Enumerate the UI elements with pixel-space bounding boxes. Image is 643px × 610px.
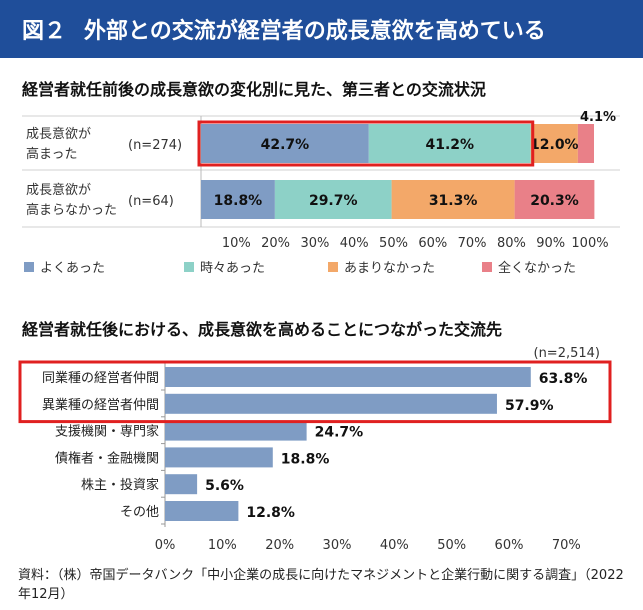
chart1-bar-segment bbox=[368, 124, 531, 163]
chart2-data-label: 5.6% bbox=[205, 478, 244, 494]
figure-banner: 図２ 外部との交流が経営者の成長意欲を高めている bbox=[0, 0, 643, 58]
source-note: 資料：（株）帝国データバンク「中小企業の成長に向けたマネジメントと企業行動に関す… bbox=[18, 568, 624, 602]
chart1-data-label: 12.0% bbox=[530, 137, 579, 153]
chart2-category-label: 債権者・金融機関 bbox=[55, 450, 159, 466]
chart1-legend-swatch bbox=[184, 262, 194, 272]
chart1-tick-label: 20% bbox=[261, 236, 290, 251]
chart1-category-label: 成長意欲が bbox=[26, 182, 91, 198]
chart2-bar bbox=[165, 447, 273, 468]
chart1-bar-segment bbox=[577, 124, 594, 163]
chart1-tick-label: 10% bbox=[222, 236, 251, 251]
figure-title: 外部との交流が経営者の成長意欲を高めている bbox=[84, 19, 546, 44]
chart1-tick-label: 70% bbox=[458, 236, 487, 251]
chart1-data-label: 4.1% bbox=[580, 110, 616, 125]
chart2-category-label: 同業種の経営者仲間 bbox=[42, 370, 159, 386]
chart1-data-label: 42.7% bbox=[261, 137, 310, 153]
chart1-tick-label: 80% bbox=[497, 236, 526, 251]
chart1-legend-label: よくあった bbox=[40, 261, 105, 276]
chart1-bar-segment bbox=[201, 124, 369, 163]
chart1-data-label: 18.8% bbox=[214, 193, 263, 209]
chart1-legend-label: あまりなかった bbox=[344, 261, 435, 276]
chart2-tick-label: 0% bbox=[155, 538, 176, 553]
chart1-category-label: 成長意欲が bbox=[26, 126, 91, 142]
chart2-category-label: 支援機関・専門家 bbox=[55, 424, 159, 440]
chart2-category-label: その他 bbox=[120, 505, 159, 520]
chart1-sample-size: (n=64) bbox=[128, 194, 174, 209]
chart2-data-label: 63.8% bbox=[539, 371, 588, 387]
chart1-data-label: 31.3% bbox=[429, 193, 478, 209]
chart1-data-label: 20.3% bbox=[530, 193, 579, 209]
chart2-bar bbox=[165, 420, 307, 441]
chart2-tick-label: 40% bbox=[380, 538, 409, 553]
chart1-tick-label: 100% bbox=[571, 236, 608, 251]
chart1-tick-label: 60% bbox=[418, 236, 447, 251]
chart1-highlight-box bbox=[197, 120, 535, 167]
chart1-sample-size: (n=274) bbox=[128, 138, 182, 153]
chart2-data-label: 12.8% bbox=[246, 505, 295, 521]
chart2-tick-label: 20% bbox=[265, 538, 294, 553]
chart2-title: 経営者就任後における、成長意欲を高めることにつながった交流先 bbox=[22, 320, 503, 339]
chart1-data-label: 41.2% bbox=[425, 137, 474, 153]
chart1-legend-swatch bbox=[328, 262, 338, 272]
chart2-tick-label: 10% bbox=[208, 538, 237, 553]
chart2-tick-label: 70% bbox=[552, 538, 581, 553]
chart1-category-label: 高まった bbox=[26, 146, 77, 162]
chart1-bar-segment bbox=[530, 124, 578, 163]
chart2-bar bbox=[165, 393, 497, 414]
chart1-bar-segment bbox=[514, 180, 595, 219]
chart2-tick-label: 30% bbox=[323, 538, 352, 553]
chart2-highlight-box bbox=[18, 360, 612, 424]
figure-number: 図２ bbox=[22, 19, 67, 44]
chart1-bar-segment bbox=[274, 180, 392, 219]
chart2-bar bbox=[165, 367, 531, 387]
chart1-legend-label: 全くなかった bbox=[498, 260, 576, 276]
chart2-tick-label: 50% bbox=[437, 538, 466, 553]
chart2-bar bbox=[165, 474, 198, 495]
chart1-bar-segment bbox=[201, 180, 275, 219]
chart1-tick-label: 30% bbox=[300, 236, 329, 251]
chart1-tick-label: 40% bbox=[340, 236, 369, 251]
chart2-tick-label: 60% bbox=[495, 538, 524, 553]
chart2-data-label: 57.9% bbox=[505, 398, 554, 414]
chart1-title: 経営者就任前後の成長意欲の変化別に見た、第三者との交流状況 bbox=[22, 80, 486, 99]
chart1-bar-segment bbox=[391, 180, 515, 219]
chart2-sample-size: (n=2,514) bbox=[534, 346, 601, 361]
chart1-category-label: 高まらなかった bbox=[26, 202, 117, 218]
chart2-category-label: 株主・投資家 bbox=[81, 477, 159, 493]
chart2-bar bbox=[165, 501, 239, 521]
chart2-data-label: 18.8% bbox=[281, 451, 330, 467]
chart1-data-label: 29.7% bbox=[309, 193, 358, 209]
chart1-legend-swatch bbox=[482, 262, 492, 272]
chart1-tick-label: 50% bbox=[379, 236, 408, 251]
chart2-category-label: 異業種の経営者仲間 bbox=[42, 397, 159, 413]
chart1-tick-label: 90% bbox=[536, 236, 565, 251]
chart1-legend-label: 時々あった bbox=[200, 261, 265, 276]
chart1-legend-swatch bbox=[24, 262, 34, 272]
chart2-data-label: 24.7% bbox=[315, 425, 364, 441]
